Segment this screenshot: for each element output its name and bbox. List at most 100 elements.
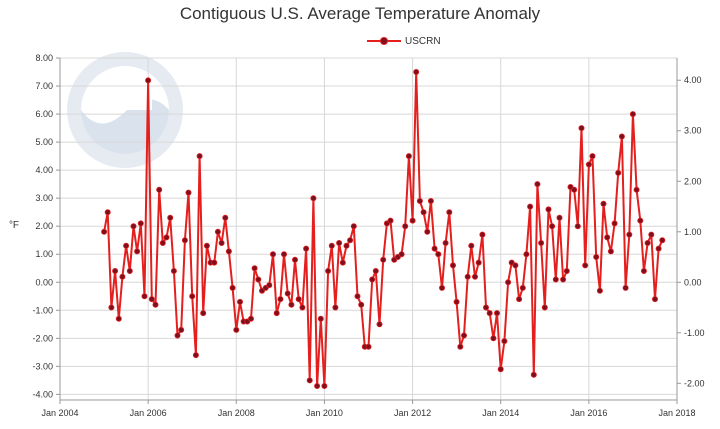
data-point[interactable] — [607, 248, 614, 255]
data-point[interactable] — [424, 228, 431, 235]
data-point[interactable] — [218, 239, 225, 246]
data-point[interactable] — [299, 304, 306, 311]
data-point[interactable] — [233, 326, 240, 333]
data-point[interactable] — [229, 284, 236, 291]
data-point[interactable] — [170, 267, 177, 274]
data-point[interactable] — [145, 77, 152, 84]
data-point[interactable] — [585, 161, 592, 168]
data-point[interactable] — [582, 262, 589, 269]
data-point[interactable] — [328, 242, 335, 249]
data-point[interactable] — [214, 228, 221, 235]
data-point[interactable] — [174, 332, 181, 339]
data-point[interactable] — [303, 245, 310, 252]
data-point[interactable] — [104, 209, 111, 216]
data-point[interactable] — [148, 296, 155, 303]
data-point[interactable] — [372, 267, 379, 274]
data-point[interactable] — [159, 239, 166, 246]
data-point[interactable] — [571, 186, 578, 193]
data-point[interactable] — [163, 234, 170, 241]
data-point[interactable] — [471, 273, 478, 280]
data-point[interactable] — [626, 231, 633, 238]
data-point[interactable] — [222, 214, 229, 221]
data-point[interactable] — [167, 214, 174, 221]
data-point[interactable] — [648, 231, 655, 238]
data-point[interactable] — [288, 301, 295, 308]
data-point[interactable] — [280, 251, 287, 258]
data-point[interactable] — [181, 237, 188, 244]
data-point[interactable] — [354, 293, 361, 300]
data-point[interactable] — [152, 301, 159, 308]
data-point[interactable] — [659, 237, 666, 244]
data-point[interactable] — [119, 273, 126, 280]
data-point[interactable] — [413, 69, 420, 76]
data-point[interactable] — [409, 217, 416, 224]
data-point[interactable] — [325, 267, 332, 274]
data-point[interactable] — [376, 321, 383, 328]
data-point[interactable] — [574, 223, 581, 230]
data-point[interactable] — [317, 315, 324, 322]
data-point[interactable] — [534, 181, 541, 188]
data-point[interactable] — [482, 304, 489, 311]
data-point[interactable] — [347, 237, 354, 244]
data-point[interactable] — [527, 203, 534, 210]
data-point[interactable] — [453, 298, 460, 305]
data-point[interactable] — [556, 214, 563, 221]
data-point[interactable] — [640, 267, 647, 274]
data-point[interactable] — [295, 296, 302, 303]
data-point[interactable] — [578, 125, 585, 132]
data-point[interactable] — [189, 293, 196, 300]
data-point[interactable] — [380, 256, 387, 263]
data-point[interactable] — [314, 382, 321, 389]
data-point[interactable] — [130, 223, 137, 230]
data-point[interactable] — [600, 200, 607, 207]
data-point[interactable] — [398, 251, 405, 258]
data-point[interactable] — [549, 223, 556, 230]
data-point[interactable] — [593, 253, 600, 260]
data-point[interactable] — [438, 284, 445, 291]
data-point[interactable] — [251, 265, 258, 272]
data-point[interactable] — [273, 310, 280, 317]
data-point[interactable] — [185, 189, 192, 196]
data-point[interactable] — [486, 310, 493, 317]
data-point[interactable] — [247, 315, 254, 322]
data-point[interactable] — [343, 242, 350, 249]
data-point[interactable] — [200, 310, 207, 317]
data-point[interactable] — [310, 195, 317, 202]
data-point[interactable] — [604, 234, 611, 241]
data-point[interactable] — [387, 217, 394, 224]
data-point[interactable] — [596, 287, 603, 294]
data-point[interactable] — [541, 304, 548, 311]
data-point[interactable] — [358, 301, 365, 308]
data-point[interactable] — [336, 239, 343, 246]
data-point[interactable] — [629, 111, 636, 118]
data-point[interactable] — [442, 239, 449, 246]
data-point[interactable] — [108, 304, 115, 311]
data-point[interactable] — [266, 282, 273, 289]
data-point[interactable] — [291, 256, 298, 263]
data-point[interactable] — [350, 223, 357, 230]
data-point[interactable] — [655, 245, 662, 252]
data-point[interactable] — [457, 343, 464, 350]
data-point[interactable] — [431, 245, 438, 252]
data-point[interactable] — [365, 343, 372, 350]
data-point[interactable] — [545, 206, 552, 213]
data-point[interactable] — [644, 239, 651, 246]
data-point[interactable] — [277, 296, 284, 303]
data-point[interactable] — [420, 209, 427, 216]
data-point[interactable] — [141, 293, 148, 300]
data-point[interactable] — [112, 267, 119, 274]
data-point[interactable] — [512, 262, 519, 269]
data-point[interactable] — [427, 197, 434, 204]
data-point[interactable] — [405, 153, 412, 160]
data-point[interactable] — [236, 298, 243, 305]
data-point[interactable] — [615, 169, 622, 176]
data-point[interactable] — [211, 259, 218, 266]
data-point[interactable] — [611, 220, 618, 227]
data-point[interactable] — [203, 242, 210, 249]
data-point[interactable] — [563, 267, 570, 274]
data-point[interactable] — [523, 251, 530, 258]
data-point[interactable] — [633, 186, 640, 193]
data-point[interactable] — [416, 197, 423, 204]
data-point[interactable] — [402, 223, 409, 230]
data-point[interactable] — [306, 377, 313, 384]
